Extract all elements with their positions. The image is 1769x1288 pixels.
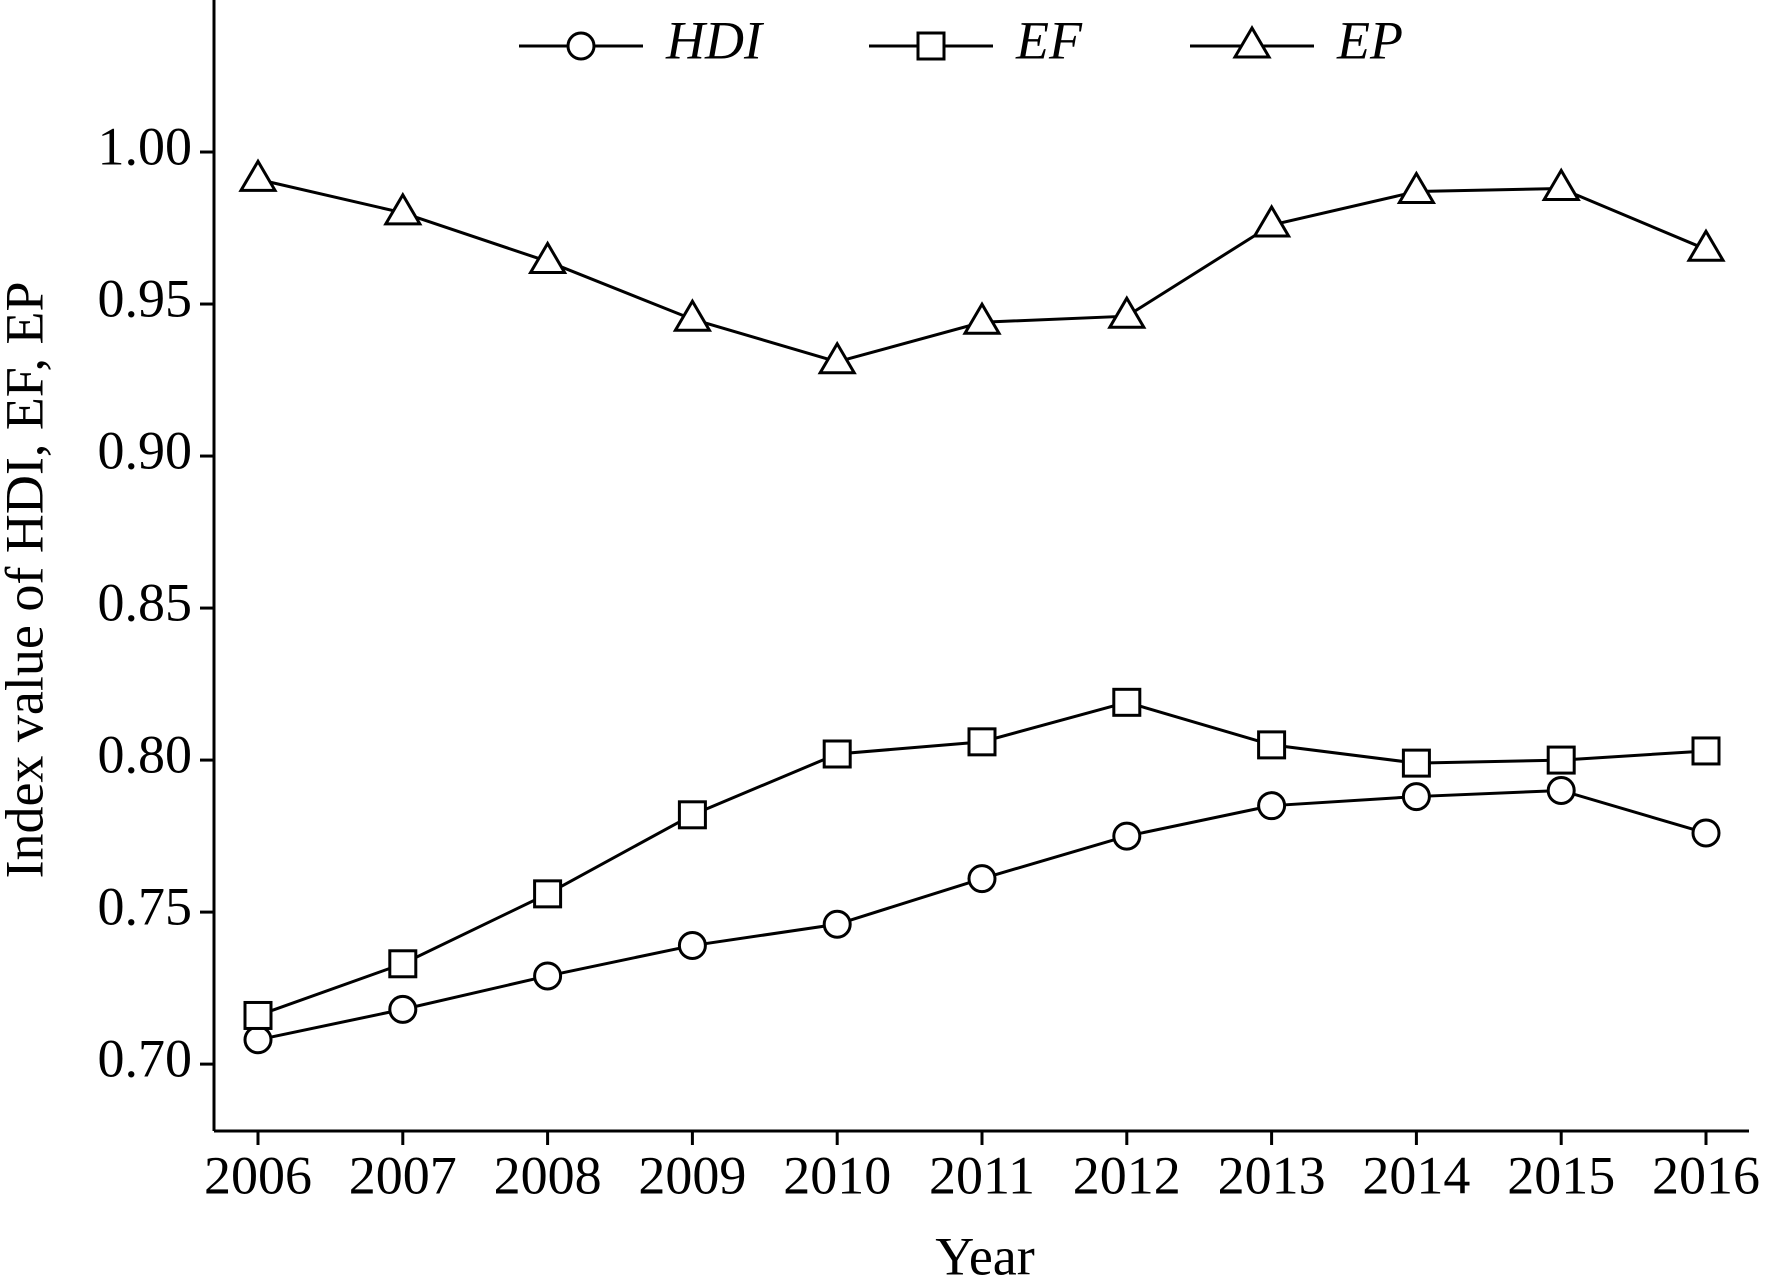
x-tick-label: 2008 bbox=[494, 1145, 602, 1205]
y-tick-label: 1.00 bbox=[98, 116, 193, 176]
x-axis-label: Year bbox=[935, 1226, 1035, 1286]
marker bbox=[243, 1025, 273, 1055]
x-tick-label: 2015 bbox=[1507, 1145, 1615, 1205]
x-tick-label: 2012 bbox=[1073, 1145, 1181, 1205]
marker bbox=[527, 240, 568, 274]
marker bbox=[1691, 736, 1721, 766]
marker bbox=[533, 961, 563, 991]
y-tick-label: 0.85 bbox=[98, 572, 193, 632]
x-tick-label: 2013 bbox=[1218, 1145, 1326, 1205]
y-tick-label: 0.90 bbox=[98, 420, 193, 480]
marker bbox=[1401, 782, 1431, 812]
y-tick-label: 0.95 bbox=[98, 268, 193, 328]
marker bbox=[672, 298, 713, 332]
marker bbox=[677, 931, 707, 961]
marker bbox=[962, 301, 1002, 335]
marker bbox=[1396, 170, 1437, 205]
marker bbox=[817, 340, 857, 375]
marker bbox=[677, 800, 707, 830]
y-axis-label: Index value of HDI, EF, EP bbox=[0, 281, 54, 878]
marker bbox=[243, 1000, 273, 1030]
marker bbox=[1232, 25, 1272, 59]
marker bbox=[238, 158, 278, 192]
y-tick-label: 0.75 bbox=[98, 876, 193, 936]
x-tick-label: 2016 bbox=[1652, 1145, 1760, 1205]
marker bbox=[967, 727, 997, 757]
marker bbox=[1541, 167, 1581, 201]
legend-label: EP bbox=[1336, 10, 1403, 70]
marker bbox=[822, 739, 852, 769]
marker bbox=[1401, 748, 1431, 778]
marker bbox=[533, 879, 563, 909]
marker bbox=[1251, 204, 1292, 238]
marker bbox=[916, 31, 946, 61]
marker bbox=[383, 191, 423, 226]
x-tick-label: 2010 bbox=[783, 1145, 891, 1205]
marker bbox=[1112, 687, 1142, 717]
x-tick-label: 2011 bbox=[929, 1145, 1035, 1205]
x-tick-label: 2007 bbox=[349, 1145, 457, 1205]
x-tick-label: 2014 bbox=[1362, 1145, 1470, 1205]
marker bbox=[1686, 228, 1726, 262]
marker bbox=[1257, 730, 1287, 760]
marker bbox=[822, 909, 852, 939]
legend-label: HDI bbox=[665, 10, 765, 70]
y-tick-label: 0.80 bbox=[98, 724, 193, 784]
marker bbox=[1691, 818, 1721, 848]
marker bbox=[1546, 775, 1576, 805]
legend-label: EF bbox=[1015, 10, 1083, 70]
x-tick-label: 2009 bbox=[638, 1145, 746, 1205]
marker bbox=[388, 949, 418, 979]
marker bbox=[1546, 745, 1576, 775]
marker bbox=[967, 864, 997, 894]
x-tick-label: 2006 bbox=[204, 1145, 312, 1205]
marker bbox=[388, 994, 418, 1024]
series-line bbox=[257, 788, 1707, 1042]
marker bbox=[1257, 791, 1287, 821]
y-tick-label: 0.70 bbox=[98, 1029, 193, 1089]
marker bbox=[566, 31, 596, 61]
marker bbox=[1112, 821, 1142, 851]
marker bbox=[1107, 295, 1147, 329]
